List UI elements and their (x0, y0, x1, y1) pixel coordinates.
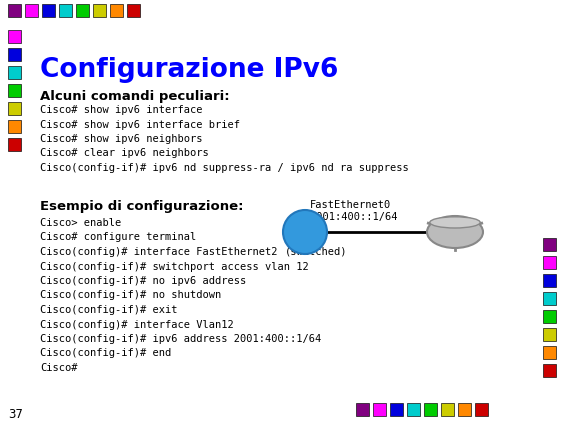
Ellipse shape (430, 217, 480, 228)
Bar (8, 102, 21, 115)
Text: Cisco(config-if)# ipv6 address 2001:400::1/64: Cisco(config-if)# ipv6 address 2001:400:… (40, 334, 321, 344)
Text: Cisco# configure terminal: Cisco# configure terminal (40, 233, 196, 243)
Bar (8, 66, 21, 79)
Text: Cisco# show ipv6 interface brief: Cisco# show ipv6 interface brief (40, 119, 240, 130)
Bar (475, 403, 488, 416)
Bar (76, 4, 89, 17)
Bar (110, 4, 123, 17)
Bar (373, 403, 386, 416)
Circle shape (283, 210, 327, 254)
Text: Configurazione IPv6: Configurazione IPv6 (40, 57, 338, 83)
Text: Cisco(config)# interface Vlan12: Cisco(config)# interface Vlan12 (40, 319, 234, 330)
Text: (switched): (switched) (285, 247, 347, 257)
Text: Cisco# show ipv6 neighbors: Cisco# show ipv6 neighbors (40, 134, 203, 144)
Text: Cisco(config-if)# ipv6 nd suppress-ra / ipv6 nd ra suppress: Cisco(config-if)# ipv6 nd suppress-ra / … (40, 163, 409, 173)
Text: Cisco# show ipv6 interface: Cisco# show ipv6 interface (40, 105, 203, 115)
Bar (424, 403, 437, 416)
Text: Cisco# clear ipv6 neighbors: Cisco# clear ipv6 neighbors (40, 149, 209, 159)
Text: FastEthernet0: FastEthernet0 (310, 200, 391, 210)
Text: 37: 37 (8, 408, 23, 421)
Bar (42, 4, 55, 17)
Text: Cisco(config-if)# switchport access vlan 12: Cisco(config-if)# switchport access vlan… (40, 262, 309, 271)
Text: Cisco(config-if)# exit: Cisco(config-if)# exit (40, 305, 177, 315)
Ellipse shape (427, 216, 483, 248)
Bar (543, 292, 556, 305)
Bar (543, 238, 556, 251)
Bar (441, 403, 454, 416)
Bar (8, 138, 21, 151)
Bar (458, 403, 471, 416)
Bar (127, 4, 140, 17)
Bar (8, 30, 21, 43)
Text: Esempio di configurazione:: Esempio di configurazione: (40, 200, 244, 213)
Text: Cisco(config-if)# no shutdown: Cisco(config-if)# no shutdown (40, 290, 221, 300)
Bar (8, 84, 21, 97)
Bar (543, 364, 556, 377)
Bar (8, 120, 21, 133)
Text: Cisco> enable: Cisco> enable (40, 218, 121, 228)
Bar (59, 4, 72, 17)
Text: Cisco(config-if)# no ipv6 address: Cisco(config-if)# no ipv6 address (40, 276, 246, 286)
Bar (543, 346, 556, 359)
Bar (543, 328, 556, 341)
Bar (390, 403, 403, 416)
Text: Cisco(config)# interface FastEthernet2: Cisco(config)# interface FastEthernet2 (40, 247, 278, 257)
Bar (356, 403, 369, 416)
Bar (543, 310, 556, 323)
Bar (8, 4, 21, 17)
Bar (8, 48, 21, 61)
Text: Cisco(config-if)# end: Cisco(config-if)# end (40, 349, 171, 359)
Text: 2001:400::1/64: 2001:400::1/64 (310, 212, 397, 222)
Bar (25, 4, 38, 17)
Bar (543, 274, 556, 287)
Text: Alcuni comandi peculiari:: Alcuni comandi peculiari: (40, 90, 230, 103)
Text: Cisco#: Cisco# (40, 363, 78, 373)
Bar (543, 256, 556, 269)
Bar (93, 4, 106, 17)
Bar (407, 403, 420, 416)
